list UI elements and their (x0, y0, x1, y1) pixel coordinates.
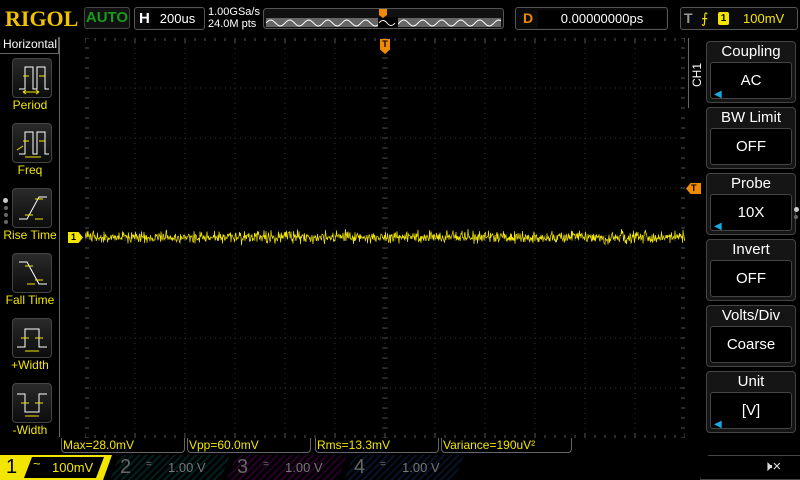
negative-width-label: -Width (0, 423, 60, 437)
volts-div-value-text: Coarse (727, 336, 775, 353)
coupling-title: Coupling (707, 43, 795, 60)
run-status[interactable]: AUTO (84, 7, 130, 29)
page-indicator (3, 198, 8, 224)
d-label: D (523, 10, 533, 26)
period-label: Period (0, 98, 60, 112)
invert-value: OFF (710, 260, 792, 297)
channel-3-scale: 1.00 V (285, 455, 323, 480)
waveform-grid (85, 38, 685, 438)
probe-value-text: 10X (738, 204, 765, 221)
channel-4-scale: 1.00 V (402, 455, 440, 480)
coupling-button[interactable]: Coupling ◀ AC (706, 41, 796, 103)
bw-limit-title: BW Limit (707, 109, 795, 126)
channel-2-scale: 1.00 V (168, 455, 206, 480)
trigger-source: 1 (718, 12, 729, 25)
delay-value: 0.00000000ps (538, 10, 666, 28)
memory-depth: 24.0M pts (208, 18, 260, 30)
channel-2-button[interactable]: 2 = 1.00 V (110, 455, 230, 480)
speaker-muted-icon: 🕨× (763, 458, 781, 475)
rise-time-label: Rise Time (0, 228, 60, 242)
h-label: H (139, 10, 150, 27)
delay-box[interactable]: D 0.00000000ps (515, 7, 668, 30)
channel-1-button[interactable]: 1 ~100mV (0, 455, 112, 480)
period-button[interactable] (12, 58, 52, 98)
probe-value: ◀ 10X (710, 194, 792, 231)
right-page-indicator (794, 207, 799, 219)
trigger-box[interactable]: T ⨍ 1 100mV (680, 7, 798, 30)
negative-width-button[interactable] (12, 383, 52, 423)
coupling-value-text: AC (741, 72, 762, 89)
acquisition-info: 1.00GSa/s 24.0M pts (208, 6, 260, 30)
measurement-variance: Variance=190uV² (441, 438, 572, 453)
unit-title: Unit (707, 373, 795, 390)
measurement-max: Max=28.0mV (61, 438, 185, 453)
freq-button[interactable] (12, 123, 52, 163)
volts-div-button[interactable]: Volts/Div Coarse (706, 305, 796, 367)
coupling-value: ◀ AC (710, 62, 792, 99)
channel-4-button[interactable]: 4 = 1.00 V (344, 455, 464, 480)
positive-width-icon (13, 319, 53, 359)
invert-title: Invert (707, 241, 795, 258)
channel-3-button[interactable]: 3 = 1.00 V (227, 455, 347, 480)
period-icon (13, 59, 53, 99)
probe-button[interactable]: Probe ◀ 10X (706, 173, 796, 235)
rigol-logo: RIGOL (5, 6, 78, 32)
measurement-vpp: Vpp=60.0mV (187, 438, 311, 453)
bw-limit-value-text: OFF (736, 138, 766, 155)
t-label: T (684, 10, 693, 26)
channel-1-number: 1 (6, 455, 17, 480)
channel-4-coupling: = (380, 452, 386, 477)
fall-time-icon (13, 254, 53, 294)
invert-value-text: OFF (736, 270, 766, 287)
channel-2-number: 2 (120, 455, 131, 480)
timebase-value: 200us (151, 9, 204, 28)
left-arrow-icon: ◀ (714, 407, 722, 443)
fall-time-label: Fall Time (0, 293, 60, 307)
freq-label: Freq (0, 163, 60, 177)
ch1-offset-marker[interactable]: 1 (68, 232, 83, 243)
measurement-rms: Rms=13.3mV (315, 438, 439, 453)
unit-value-text: [V] (742, 402, 760, 419)
freq-icon (13, 124, 53, 164)
positive-width-button[interactable] (12, 318, 52, 358)
sample-rate: 1.00GSa/s (208, 6, 260, 18)
memory-overview (263, 8, 504, 29)
volts-div-title: Volts/Div (707, 307, 795, 324)
rise-time-button[interactable] (12, 188, 52, 228)
channel-1-coupling: ~ (33, 451, 41, 476)
bw-limit-value: OFF (710, 128, 792, 165)
fall-time-button[interactable] (12, 253, 52, 293)
channel-label: CH1 (690, 63, 704, 87)
timebase-box[interactable]: H 200us (134, 7, 205, 30)
channel-2-coupling: = (146, 452, 152, 477)
channel-3-number: 3 (237, 455, 248, 480)
invert-button[interactable]: Invert OFF (706, 239, 796, 301)
channel-tab: CH1 (688, 38, 704, 108)
channel-3-coupling: = (263, 452, 269, 477)
volts-div-value: Coarse (710, 326, 792, 363)
bw-limit-button[interactable]: BW Limit OFF (706, 107, 796, 169)
unit-value: ◀ [V] (710, 392, 792, 429)
positive-width-label: +Width (0, 358, 60, 372)
probe-title: Probe (707, 175, 795, 192)
channel-1-scale: 100mV (52, 455, 93, 480)
unit-button[interactable]: Unit ◀ [V] (706, 371, 796, 433)
trigger-level: 100mV (743, 11, 784, 26)
rise-time-icon (13, 189, 53, 229)
rising-edge-icon: ⨍ (701, 10, 708, 27)
sound-button[interactable]: 🕨× (700, 455, 800, 480)
trigger-level-marker[interactable]: T (686, 183, 701, 194)
channel-4-number: 4 (354, 455, 365, 480)
negative-width-icon (13, 384, 53, 424)
